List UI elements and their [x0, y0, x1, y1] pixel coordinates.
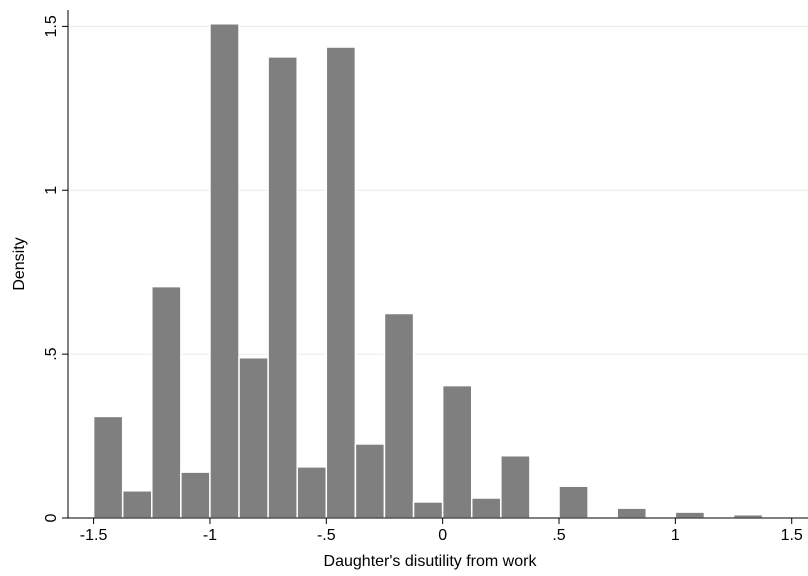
- y-tick-label: .5: [43, 347, 60, 360]
- bar: [180, 471, 211, 519]
- bar: [238, 356, 269, 519]
- bar: [354, 443, 386, 519]
- bar: [267, 56, 298, 519]
- bar: [470, 497, 502, 519]
- x-tick-label: .5: [552, 527, 565, 544]
- bar: [151, 285, 182, 519]
- x-tick-label: -1: [203, 527, 217, 544]
- y-tick-label: 1.5: [43, 15, 60, 37]
- bar: [92, 415, 124, 519]
- x-tick-label: 1.5: [781, 527, 803, 544]
- bar: [412, 501, 444, 519]
- bar: [325, 46, 357, 519]
- x-tick-label: 1: [671, 527, 680, 544]
- bar: [500, 454, 531, 519]
- y-tick-label: 1: [43, 186, 60, 195]
- bar: [209, 23, 240, 519]
- bar: [121, 490, 153, 519]
- x-tick-label: -1.5: [80, 527, 108, 544]
- x-axis-label: Daughter's disutility from work: [324, 553, 538, 570]
- bar: [616, 507, 648, 519]
- bar: [674, 511, 706, 519]
- bar: [558, 485, 589, 519]
- x-tick-label: 0: [438, 527, 447, 544]
- bar: [296, 466, 328, 519]
- bar: [383, 312, 415, 519]
- y-axis-label: Density: [11, 237, 28, 290]
- bar: [441, 384, 473, 519]
- x-tick-label: -.5: [317, 527, 336, 544]
- y-tick-label: 0: [43, 513, 60, 522]
